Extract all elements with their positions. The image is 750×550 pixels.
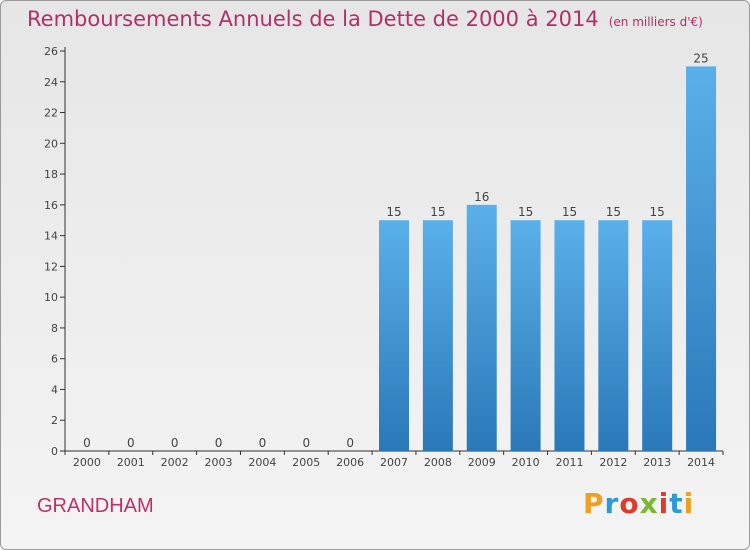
x-tick-label: 2001 (117, 456, 145, 469)
bar-value-label: 15 (650, 205, 665, 219)
bar-value-label: 0 (171, 436, 179, 450)
bar-value-label: 0 (127, 436, 135, 450)
bar (598, 220, 629, 451)
logo-letter: x (639, 487, 659, 520)
x-tick-label: 2009 (468, 456, 496, 469)
x-tick-label: 2010 (512, 456, 540, 469)
y-tick-label: 10 (44, 291, 58, 304)
logo-letter: o (619, 487, 640, 520)
bar-value-label: 0 (215, 436, 223, 450)
town-name: GRANDHAM (37, 495, 154, 517)
bar-value-label: 15 (430, 205, 445, 219)
y-tick-label: 14 (44, 230, 58, 243)
y-tick-label: 16 (44, 199, 58, 212)
x-tick-label: 2002 (161, 456, 189, 469)
bar-value-label: 0 (302, 436, 310, 450)
y-tick-label: 12 (44, 260, 58, 273)
x-tick-label: 2004 (248, 456, 276, 469)
bar (642, 220, 673, 451)
bar-value-label: 16 (474, 190, 489, 204)
bars: 0 0 0 0 0 0 0 15 15 16 15 15 15 15 25 (83, 51, 717, 451)
bar-value-label: 15 (518, 205, 533, 219)
bar-value-label: 0 (346, 436, 354, 450)
logo-letter: t (669, 487, 684, 520)
chart-title: Remboursements Annuels de la Dette de 20… (27, 7, 703, 31)
y-tick-label: 22 (44, 107, 58, 120)
y-tick-label: 24 (44, 76, 58, 89)
x-tick-label: 2014 (687, 456, 715, 469)
bar-value-label: 15 (562, 205, 577, 219)
bar (379, 220, 409, 451)
bar (466, 204, 497, 451)
bar-value-label: 0 (259, 436, 267, 450)
bar-value-label: 25 (693, 51, 708, 65)
y-tick-label: 0 (51, 445, 58, 458)
bar (510, 220, 541, 451)
x-tick-label: 2008 (424, 456, 452, 469)
chart-title-text: Remboursements Annuels de la Dette de 20… (27, 7, 599, 31)
bar-value-label: 0 (83, 436, 91, 450)
y-tick-label: 8 (51, 322, 58, 335)
bar (686, 66, 717, 451)
logo-letter: i (658, 487, 670, 520)
y-tick-label: 18 (44, 168, 58, 181)
x-tick-label: 2000 (73, 456, 101, 469)
bar (554, 220, 585, 451)
x-tick-label: 2003 (205, 456, 233, 469)
x-tick-label: 2007 (380, 456, 408, 469)
x-tick-label: 2013 (643, 456, 671, 469)
proxiti-logo: Proxiti (583, 487, 694, 520)
x-tick-label: 2006 (336, 456, 364, 469)
x-axis: 2000 2001 2002 2003 2004 2005 2006 2007 2008 2009… (64, 450, 724, 469)
y-tick-label: 20 (44, 137, 58, 150)
y-tick-label: 6 (51, 353, 58, 366)
bar-value-label: 15 (606, 205, 621, 219)
logo-letter: r (604, 487, 620, 520)
x-tick-label: 2012 (599, 456, 627, 469)
y-tick-label: 4 (51, 383, 58, 396)
y-tick-label: 26 (44, 45, 58, 58)
logo-letter: i (683, 487, 695, 520)
bar-value-label: 15 (386, 205, 401, 219)
x-tick-label: 2011 (555, 456, 583, 469)
logo-letter: P (583, 487, 605, 520)
x-tick-label: 2005 (292, 456, 320, 469)
y-tick-label: 2 (51, 414, 58, 427)
bar (422, 220, 453, 451)
chart-subtitle: (en milliers d'€) (608, 15, 703, 29)
